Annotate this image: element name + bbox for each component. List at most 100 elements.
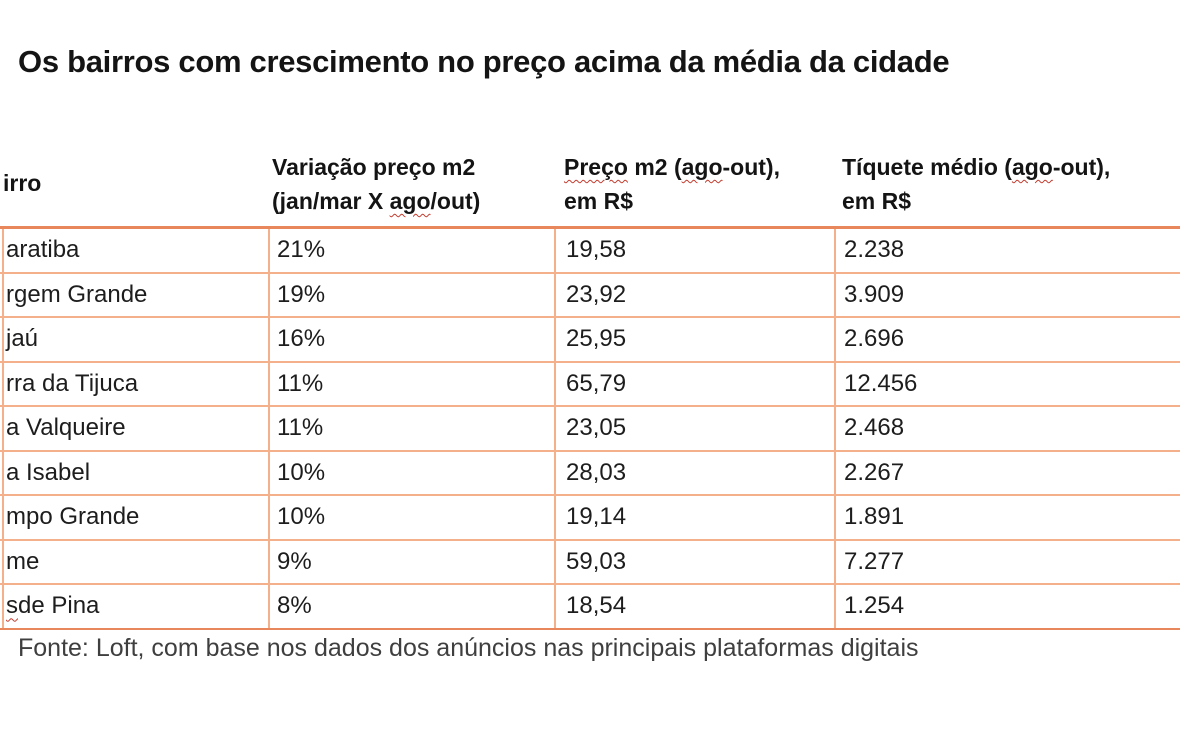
table-row: mpo Grande 10% 19,14 1.891 xyxy=(0,496,1180,541)
bairro-cell: me xyxy=(2,540,268,583)
bairro-cell: aratiba xyxy=(2,229,268,272)
cell-text: 21% xyxy=(277,236,326,264)
cell-text: 2.696 xyxy=(844,325,905,353)
variacao-cell: 11% xyxy=(268,362,554,405)
variacao-cell: 10% xyxy=(268,451,554,494)
header-bairro-label: irro xyxy=(3,170,42,196)
cell-text: 3.909 xyxy=(844,280,905,308)
cell-text: 59,03 xyxy=(566,547,627,575)
tiquete-cell: 2.696 xyxy=(834,318,1180,361)
header-text: -out), xyxy=(722,154,780,180)
cell-text: 12.456 xyxy=(844,369,918,397)
bairro-cell: a Valqueire xyxy=(2,407,268,450)
header-line: em R$ xyxy=(842,184,1180,218)
tiquete-cell: 7.277 xyxy=(834,540,1180,583)
cell-text: 16% xyxy=(277,325,326,353)
header-preco-m2: Preço m2 (ago-out), em R$ xyxy=(554,140,834,226)
preco-m2-cell: 28,03 xyxy=(554,451,834,494)
cell-text: 28,03 xyxy=(566,458,627,486)
cell-text: rra da Tijuca xyxy=(6,369,139,397)
preco-m2-cell: 65,79 xyxy=(554,362,834,405)
variacao-cell: 19% xyxy=(268,273,554,316)
cell-text: jaú xyxy=(6,325,39,353)
table-body: aratiba 21% 19,58 2.238 rgem Grande 19% … xyxy=(0,229,1180,630)
page-title: Os bairros com crescimento no preço acim… xyxy=(18,44,950,79)
cell-text: 10% xyxy=(277,503,326,531)
preco-m2-cell: 19,14 xyxy=(554,496,834,539)
header-text: m2 ( xyxy=(627,154,682,180)
variacao-cell: 8% xyxy=(268,585,554,628)
source-note: Fonte: Loft, com base nos dados dos anún… xyxy=(18,634,919,662)
preco-m2-cell: 59,03 xyxy=(554,540,834,583)
cell-text: rgem Grande xyxy=(6,280,148,308)
cell-text: 8% xyxy=(277,592,312,620)
header-text: Tíquete médio ( xyxy=(842,154,1012,180)
table-header-row: irro Variação preço m2 (jan/mar X ago/ou… xyxy=(0,140,1180,229)
preco-m2-cell: 23,05 xyxy=(554,407,834,450)
cell-text: 11% xyxy=(277,369,324,397)
table-row: rgem Grande 19% 23,92 3.909 xyxy=(0,273,1180,318)
tiquete-cell: 3.909 xyxy=(834,273,1180,316)
cell-text: 2.267 xyxy=(844,458,905,486)
tiquete-cell: 1.891 xyxy=(834,496,1180,539)
tiquete-cell: 12.456 xyxy=(834,362,1180,405)
spellcheck-word: Preço xyxy=(564,154,628,180)
cell-text: a Valqueire xyxy=(6,414,126,442)
header-line: em R$ xyxy=(564,184,834,218)
data-table: irro Variação preço m2 (jan/mar X ago/ou… xyxy=(0,140,1180,630)
cell-text: 2.468 xyxy=(844,414,905,442)
header-line: Tíquete médio (ago-out), xyxy=(842,150,1180,184)
bairro-cell: a Isabel xyxy=(2,451,268,494)
table-row: me 9% 59,03 7.277 xyxy=(0,540,1180,585)
cell-text: 11% xyxy=(277,414,324,442)
variacao-cell: 9% xyxy=(268,540,554,583)
spellcheck-word: ago xyxy=(1011,154,1053,180)
bairro-cell: mpo Grande xyxy=(2,496,268,539)
spellcheck-word: ago xyxy=(681,154,723,180)
cell-text: 7.277 xyxy=(844,547,905,575)
bairro-cell: s de Pina xyxy=(2,585,268,628)
table-row: jaú 16% 25,95 2.696 xyxy=(0,318,1180,363)
cell-text: aratiba xyxy=(6,236,80,264)
variacao-cell: 11% xyxy=(268,407,554,450)
tiquete-cell: 2.238 xyxy=(834,229,1180,272)
cell-text: me xyxy=(6,547,40,575)
cell-text: mpo Grande xyxy=(6,503,140,531)
tiquete-cell: 2.267 xyxy=(834,451,1180,494)
table-row: rra da Tijuca 11% 65,79 12.456 xyxy=(0,362,1180,407)
table-row: a Valqueire 11% 23,05 2.468 xyxy=(0,407,1180,452)
preco-m2-cell: 25,95 xyxy=(554,318,834,361)
table-row: a Isabel 10% 28,03 2.267 xyxy=(0,451,1180,496)
header-line: Preço m2 (ago-out), xyxy=(564,150,834,184)
variacao-cell: 21% xyxy=(268,229,554,272)
header-text: em R$ xyxy=(842,188,912,214)
header-text: /out) xyxy=(430,188,481,214)
tiquete-cell: 1.254 xyxy=(834,585,1180,628)
cell-text: 19% xyxy=(277,280,326,308)
variacao-cell: 10% xyxy=(268,496,554,539)
header-text: (jan/mar X xyxy=(272,188,390,214)
cell-text: 19,58 xyxy=(566,236,627,264)
header-tiquete-medio: Tíquete médio (ago-out), em R$ xyxy=(834,140,1180,226)
tiquete-cell: 2.468 xyxy=(834,407,1180,450)
header-text: em R$ xyxy=(564,188,634,214)
table-row: aratiba 21% 19,58 2.238 xyxy=(0,229,1180,274)
table-row: s de Pina 8% 18,54 1.254 xyxy=(0,585,1180,630)
cell-text: 2.238 xyxy=(844,236,905,264)
preco-m2-cell: 19,58 xyxy=(554,229,834,272)
header-text: -out), xyxy=(1052,154,1111,180)
preco-m2-cell: 18,54 xyxy=(554,585,834,628)
cell-text: 23,92 xyxy=(566,280,627,308)
header-text: Variação preço m2 xyxy=(272,154,476,180)
cell-text: a Isabel xyxy=(6,458,91,486)
variacao-cell: 16% xyxy=(268,318,554,361)
bairro-cell: rgem Grande xyxy=(2,273,268,316)
header-variacao-preco: Variação preço m2 (jan/mar X ago/out) xyxy=(268,140,554,226)
cell-text: 1.891 xyxy=(844,503,905,531)
cell-text: 18,54 xyxy=(566,592,627,620)
cell-text: de Pina xyxy=(18,592,100,620)
cell-text: 1.254 xyxy=(844,592,905,620)
cell-text: 9% xyxy=(277,547,312,575)
bairro-cell: rra da Tijuca xyxy=(2,362,268,405)
